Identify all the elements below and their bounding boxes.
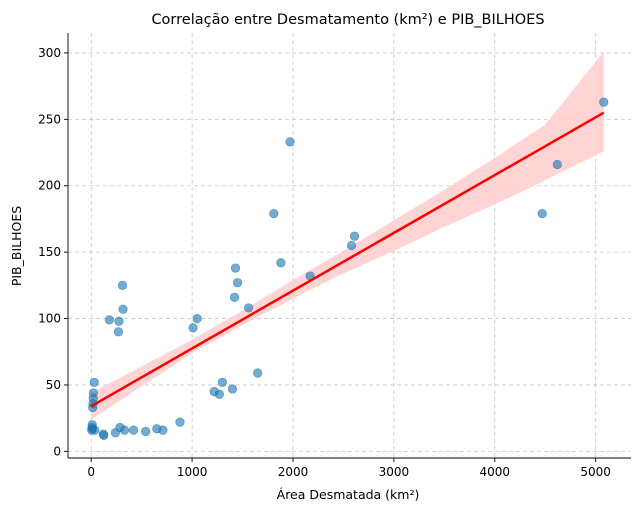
y-tick-label: 200 xyxy=(38,179,61,193)
data-point xyxy=(217,377,227,387)
data-point xyxy=(118,304,128,314)
axes: 0 1000 2000 3000 4000 5000 0 50 100 150 200 250 300 xyxy=(38,33,631,479)
data-point xyxy=(104,315,114,325)
grid xyxy=(68,33,631,458)
x-tick-label: 2000 xyxy=(278,465,309,479)
data-point xyxy=(537,209,547,219)
data-point xyxy=(113,327,124,337)
data-point xyxy=(276,258,286,268)
y-tick-label: 50 xyxy=(46,378,61,392)
x-tick-label: 0 xyxy=(87,465,95,479)
data-point xyxy=(99,430,109,441)
y-tick-label: 150 xyxy=(38,245,61,259)
data-point xyxy=(227,384,238,394)
data-point xyxy=(141,426,151,437)
chart-title: Correlação entre Desmatamento (km²) e PI… xyxy=(151,12,544,28)
data-point xyxy=(114,316,124,326)
y-tick-label: 100 xyxy=(38,312,61,326)
data-point xyxy=(269,209,279,219)
data-point xyxy=(175,417,185,427)
data-point xyxy=(285,137,295,147)
data-point xyxy=(230,263,241,273)
data-point xyxy=(88,388,99,398)
x-tick-label: 4000 xyxy=(480,465,511,479)
data-point xyxy=(253,368,263,378)
data-point xyxy=(188,323,198,333)
x-axis-title: Área Desmatada (km²) xyxy=(277,487,420,502)
data-point xyxy=(158,425,168,435)
data-point xyxy=(214,389,224,399)
y-tick-label: 0 xyxy=(53,444,61,458)
y-tick-label: 250 xyxy=(38,112,61,126)
y-tick-label: 300 xyxy=(38,46,61,60)
data-point xyxy=(128,425,139,435)
data-point xyxy=(552,159,562,170)
data-point xyxy=(89,377,99,387)
data-point xyxy=(90,425,100,435)
data-point xyxy=(599,97,609,107)
data-point xyxy=(192,313,202,324)
data-point xyxy=(117,280,128,290)
y-axis-title: PIB_BILHOES xyxy=(9,206,24,286)
data-point xyxy=(229,292,240,302)
x-tick-label: 3000 xyxy=(379,465,410,479)
confidence-band xyxy=(91,51,604,420)
x-tick-label: 1000 xyxy=(177,465,208,479)
data-point xyxy=(244,303,254,313)
data-point xyxy=(349,231,360,241)
regression-line xyxy=(90,111,605,408)
data-point xyxy=(346,240,357,251)
regression-line-layer xyxy=(90,111,605,408)
points-layer xyxy=(87,97,609,441)
data-point xyxy=(119,425,130,435)
data-point xyxy=(232,278,243,288)
x-tick-label: 5000 xyxy=(580,465,611,479)
confidence-band-layer xyxy=(91,51,604,420)
